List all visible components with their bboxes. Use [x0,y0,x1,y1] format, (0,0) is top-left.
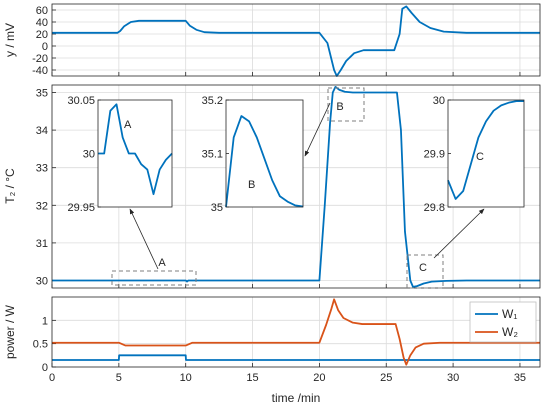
y-tick-label: 31 [36,238,48,250]
y-tick-label: -40 [32,65,48,77]
inset-label: C [476,151,484,163]
x-tick-label: 25 [380,372,392,384]
y-tick-label: 0 [42,362,48,374]
inset-label: A [124,119,132,131]
inset-background [226,100,303,207]
series-line-2 [52,298,540,366]
y-tick-label: -20 [32,53,48,65]
callout-box [406,254,444,289]
y-tick-label: 20 [36,29,48,41]
callout-label: A [158,257,166,269]
x-tick-label: 10 [180,372,192,384]
inset-B: 35.2 35.1 35 B [202,95,304,214]
y-tick-label: 60 [36,5,48,17]
inset-tick-label: 35 [211,202,223,214]
inset-background [448,100,524,207]
y-tick-label: 0 [42,41,48,53]
callout-C: C [406,254,444,289]
arrow-to-inset-A [129,208,159,270]
legend: W₁ W₂ [469,301,537,343]
inset-frame [447,99,525,208]
legend-box [469,301,537,343]
inset-series-line [447,100,524,200]
series-line-1 [52,5,540,77]
arrow-to-inset-C [433,208,485,259]
y-tick-label: 30 [36,275,48,287]
callout-B: B [327,87,365,122]
inset-tick-label: 30 [433,95,445,107]
inset-tick-label: 29.95 [67,202,95,214]
callout-box [111,270,197,286]
callout-label: B [336,101,343,113]
y-tick-label: 0.5 [33,339,48,351]
inset-tick-label: 35.1 [202,149,223,161]
y-tick-label: 35 [36,88,48,100]
inset-label: B [248,179,255,191]
y-axis-label: power / W [3,304,17,359]
legend-label-1: W₁ [502,307,517,321]
inset-tick-label: 30 [83,149,95,161]
x-tick-label: 35 [514,372,526,384]
callout-box [327,87,365,122]
inset-tick-label: 29.8 [424,202,445,214]
series-line-1 [52,354,540,361]
arrow-to-inset-B [304,102,331,157]
axes-frame [51,84,541,289]
series-line-1 [52,85,540,288]
callout-A: A [111,257,197,286]
inset-A: 30.05 30 29.95 A [67,95,173,214]
inset-C: 30 29.9 29.8 C [424,95,525,214]
y-tick-label: 32 [36,200,48,212]
inset-tick-label: 35.2 [202,95,223,107]
inset-series-line [98,103,173,196]
x-axis-label: time /min [272,391,321,405]
axes-frame [51,3,541,77]
inset-frame [97,99,173,208]
x-tick-label: 15 [246,372,258,384]
x-tick-label: 20 [313,372,325,384]
panel-3: 1 0.5 00 5 10 15 20 25 30 35 power / W time /min [3,296,541,405]
legend-label-2: W₂ [502,325,518,339]
callout-label: C [419,262,427,274]
inset-series-line [225,115,304,208]
y-tick-label: 40 [36,17,48,29]
inset-frame [225,99,304,208]
x-tick-label: 0 [49,372,55,384]
inset-tick-label: 29.9 [424,149,445,161]
y-tick-label: 1 [42,315,48,327]
axes-frame [51,296,541,368]
y-axis-label: y / mV [3,23,17,57]
y-tick-label: 34 [36,125,48,137]
y-axis-label: T₂ / °C [3,168,17,204]
y-tick-label: 33 [36,163,48,175]
inset-tick-label: 30.05 [67,95,95,107]
x-tick-label: 5 [116,372,122,384]
x-tick-label: 30 [447,372,459,384]
